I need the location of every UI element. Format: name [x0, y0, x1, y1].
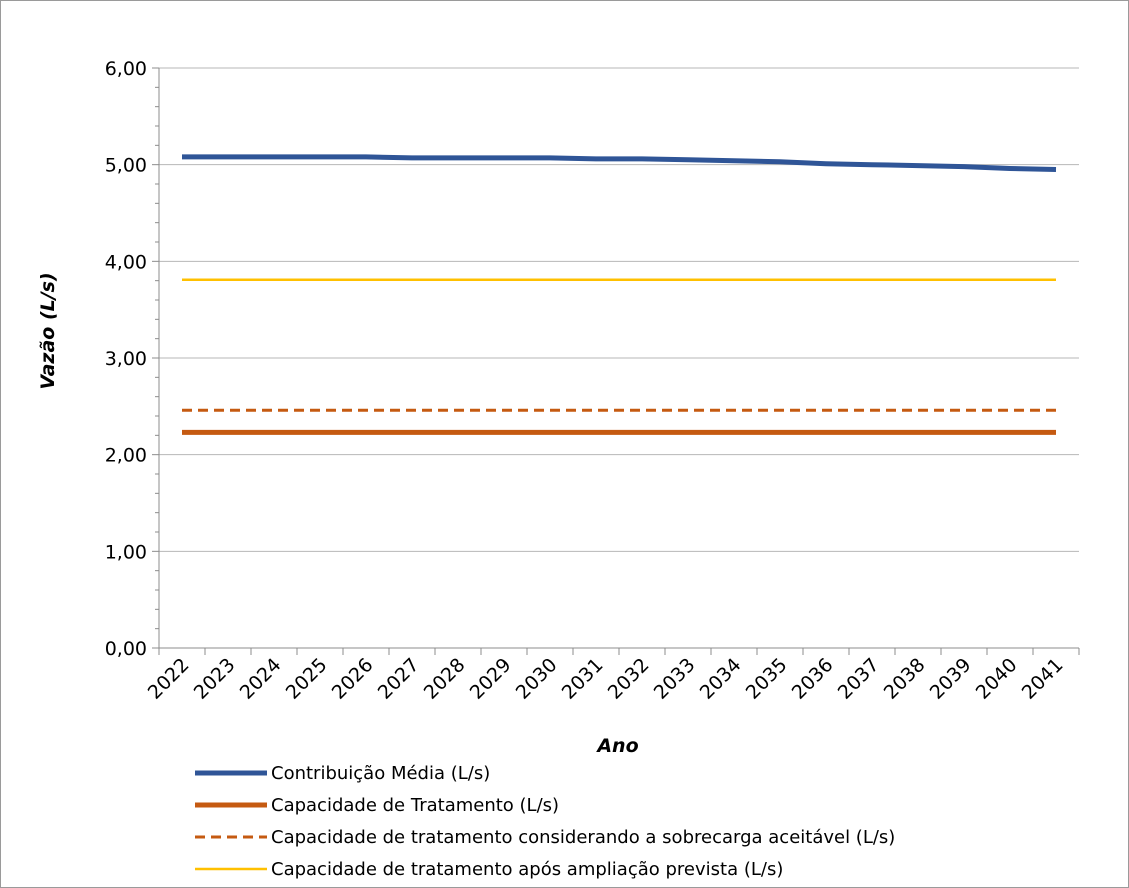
x-tick-labels: 2022202320242025202620272028202920302031… — [144, 654, 1068, 704]
x-tick-label: 2037 — [834, 654, 884, 704]
y-tick-label: 0,00 — [105, 638, 147, 660]
y-tick-label: 5,00 — [105, 155, 147, 177]
x-tick-label: 2033 — [650, 654, 700, 704]
x-tick-label: 2040 — [972, 654, 1022, 704]
x-tick-label: 2041 — [1018, 654, 1068, 704]
x-tick-label: 2035 — [742, 654, 792, 704]
legend-label: Capacidade de tratamento após ampliação … — [271, 859, 783, 880]
y-tick-label: 4,00 — [105, 251, 147, 273]
legend-label: Capacidade de Tratamento (L/s) — [271, 795, 559, 816]
y-tick-labels: 0,00 1,00 2,00 3,00 4,00 5,00 6,00 — [105, 58, 147, 660]
series-line-1 — [182, 154, 1057, 172]
x-tick-label: 2025 — [282, 654, 332, 704]
x-tick-label: 2039 — [926, 654, 976, 704]
legend-label: Capacidade de tratamento considerando a … — [271, 827, 895, 848]
x-tick-label: 2026 — [328, 654, 378, 704]
x-axis-title: Ano — [595, 735, 638, 757]
series-lines — [182, 154, 1057, 435]
legend: Contribuição Média (L/s) Capacidade de Tr… — [195, 763, 895, 880]
y-tick-label: 2,00 — [105, 445, 147, 467]
x-tick-label: 2032 — [604, 654, 654, 704]
x-tick-label: 2038 — [880, 654, 930, 704]
axes — [152, 67, 1080, 655]
x-tick-label: 2023 — [190, 654, 240, 704]
x-tick-label: 2027 — [374, 654, 424, 704]
x-tick-label: 2031 — [558, 654, 608, 704]
gridlines — [159, 67, 1079, 552]
x-tick-label: 2036 — [788, 654, 838, 704]
y-axis-title: Vazão (L/s) — [37, 272, 59, 389]
legend-label: Contribuição Média (L/s) — [271, 763, 490, 784]
x-tick-label: 2029 — [466, 654, 516, 704]
x-tick-label: 2030 — [512, 654, 562, 704]
x-tick-label: 2024 — [236, 654, 286, 704]
y-tick-label: 1,00 — [105, 541, 147, 563]
x-tick-label: 2028 — [420, 654, 470, 704]
y-tick-label: 3,00 — [105, 348, 147, 370]
x-tick-label: 2022 — [144, 654, 194, 704]
y-tick-label: 6,00 — [105, 58, 147, 80]
x-tick-label: 2034 — [696, 654, 746, 704]
